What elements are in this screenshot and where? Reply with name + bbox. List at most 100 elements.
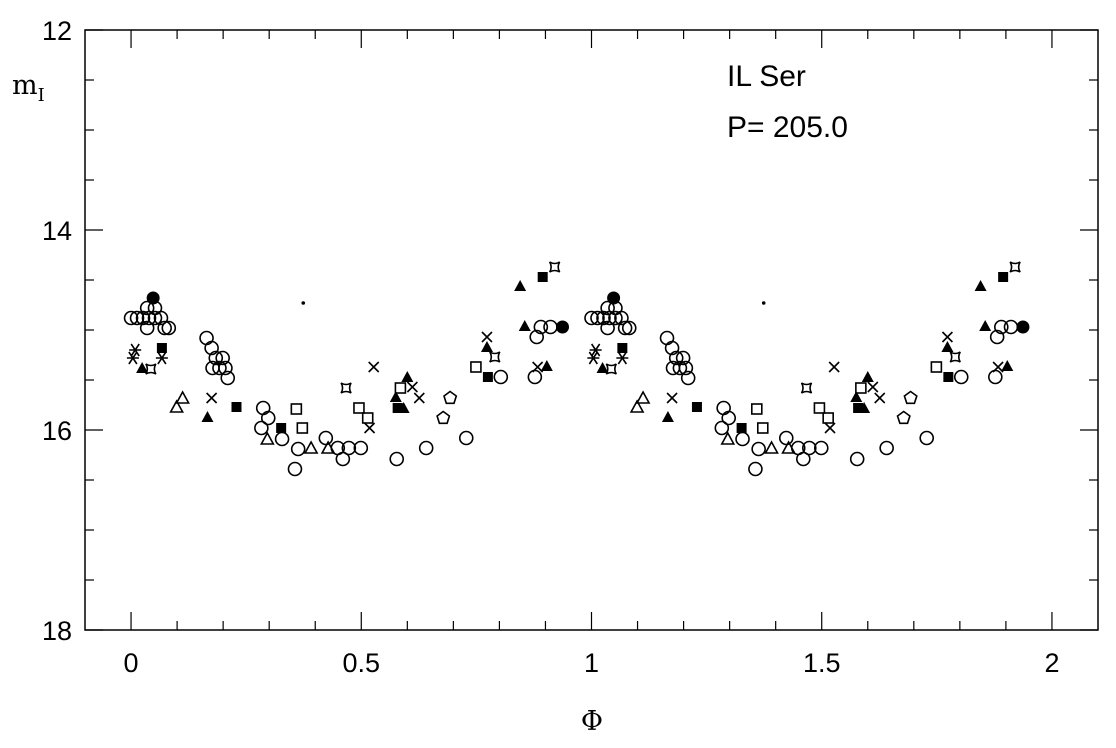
data-point-filled-triangle bbox=[389, 391, 402, 402]
data-point-open-triangle bbox=[635, 390, 651, 404]
data-point-open-triangle bbox=[720, 431, 736, 445]
data-point-filled-triangle bbox=[540, 360, 553, 371]
data-point-open-circle bbox=[287, 461, 303, 477]
data-point-open-circle bbox=[290, 441, 306, 457]
data-point-open-circle bbox=[621, 320, 637, 336]
data-point-open-triangle bbox=[781, 440, 796, 454]
data-point-filled-triangle bbox=[861, 371, 874, 382]
data-point-open-circle bbox=[751, 441, 766, 457]
data-point-open-circle bbox=[543, 319, 558, 335]
data-point-cross bbox=[941, 331, 953, 343]
data-point-open-circle bbox=[493, 369, 509, 385]
data-point-open-circle bbox=[161, 320, 177, 336]
data-point-star-square bbox=[548, 261, 561, 273]
data-point-open-triangle bbox=[764, 440, 779, 454]
data-point-open-circle bbox=[533, 319, 549, 335]
data-point-cross bbox=[828, 361, 840, 373]
data-point-open-circle bbox=[123, 310, 139, 326]
y-tick-label: 12 bbox=[42, 16, 72, 46]
data-point-open-circle bbox=[953, 369, 969, 385]
data-point-filled-triangle bbox=[979, 320, 992, 331]
y-tick-label: 14 bbox=[42, 216, 72, 246]
data-point-filled-triangle bbox=[401, 371, 414, 382]
data-point-pentagon bbox=[443, 390, 458, 405]
data-point-open-triangle bbox=[303, 440, 319, 454]
data-point-star-square bbox=[489, 351, 501, 363]
data-point-filled-triangle bbox=[1001, 360, 1014, 371]
data-point-cross bbox=[206, 392, 218, 404]
axis-ticks bbox=[85, 29, 1098, 631]
data-point-open-circle bbox=[220, 370, 236, 386]
data-point-open-circle bbox=[675, 350, 691, 366]
data-point-open-circle bbox=[721, 410, 737, 426]
data-point-open-circle bbox=[139, 300, 155, 316]
y-axis-label-sub: I bbox=[38, 85, 45, 106]
data-point-open-circle bbox=[353, 440, 369, 456]
data-point-cross bbox=[481, 331, 493, 343]
data-point-filled-circle bbox=[1016, 320, 1030, 334]
data-point-cross bbox=[368, 361, 380, 373]
data-point-open-circle bbox=[254, 420, 269, 436]
data-point-open-circle bbox=[617, 320, 633, 336]
data-point-open-circle bbox=[989, 329, 1005, 345]
data-point-open-circle bbox=[212, 360, 227, 376]
data-point-open-square bbox=[290, 403, 303, 415]
data-point-filled-square bbox=[276, 423, 287, 433]
data-point-open-circle bbox=[584, 310, 599, 326]
data-point-open-circle bbox=[139, 320, 155, 336]
data-point-open-circle bbox=[735, 431, 750, 447]
data-point-open-triangle bbox=[259, 431, 275, 445]
data-point-open-circle bbox=[129, 310, 145, 326]
data-point-open-triangle bbox=[169, 399, 184, 413]
data-point-asterisk bbox=[589, 343, 602, 357]
data-point-filled-triangle bbox=[480, 341, 493, 352]
data-point-open-square bbox=[756, 422, 769, 434]
data-point-open-square bbox=[470, 361, 482, 373]
data-point-asterisk bbox=[587, 351, 600, 365]
data-point-open-square bbox=[751, 403, 763, 415]
data-point-asterisk bbox=[155, 351, 168, 365]
data-point-open-circle bbox=[208, 350, 224, 366]
data-point-open-circle bbox=[919, 430, 935, 446]
data-point-open-triangle bbox=[629, 399, 645, 413]
data-point-filled-circle bbox=[146, 291, 160, 305]
x-tick-label: 1 bbox=[584, 648, 599, 678]
data-point-filled-triangle bbox=[201, 411, 214, 422]
data-point-cross bbox=[666, 392, 678, 404]
data-point-open-square bbox=[296, 422, 309, 434]
x-tick-label: 1.5 bbox=[803, 648, 841, 678]
data-point-filled-square bbox=[537, 272, 548, 282]
data-point-open-circle bbox=[260, 410, 276, 426]
x-tick-label: 0 bbox=[124, 648, 139, 678]
data-point-cross bbox=[874, 392, 886, 404]
data-point-open-circle bbox=[813, 440, 829, 456]
data-point-open-circle bbox=[680, 370, 696, 386]
data-point-open-circle bbox=[527, 369, 543, 385]
data-point-filled-triangle bbox=[518, 320, 531, 331]
x-tick-label: 2 bbox=[1044, 648, 1059, 678]
data-point-open-circle bbox=[335, 451, 351, 467]
data-point-filled-triangle bbox=[661, 411, 674, 422]
data-point-open-circle bbox=[849, 451, 865, 467]
data-point-open-circle bbox=[590, 310, 605, 326]
data-point-filled-square bbox=[156, 343, 167, 353]
data-point-open-circle bbox=[341, 440, 357, 456]
data-point-open-circle bbox=[529, 329, 545, 345]
data-point-open-circle bbox=[714, 420, 730, 436]
data-point-open-circle bbox=[157, 320, 172, 336]
data-point-open-circle bbox=[1003, 319, 1019, 335]
data-point-open-circle bbox=[659, 330, 675, 346]
data-point-open-circle bbox=[668, 350, 684, 366]
data-point-open-circle bbox=[274, 431, 290, 447]
data-point-open-circle bbox=[596, 310, 611, 326]
data-point-open-circle bbox=[218, 360, 233, 376]
data-point-star-square bbox=[145, 363, 157, 375]
data-point-open-square bbox=[353, 402, 365, 414]
x-axis-label: Φ bbox=[581, 706, 603, 737]
data-point-open-circle bbox=[418, 440, 434, 456]
data-point-open-circle bbox=[778, 430, 794, 446]
data-point-cross bbox=[363, 422, 376, 434]
data-point-open-square bbox=[394, 382, 407, 394]
data-point-star-square bbox=[605, 363, 618, 375]
